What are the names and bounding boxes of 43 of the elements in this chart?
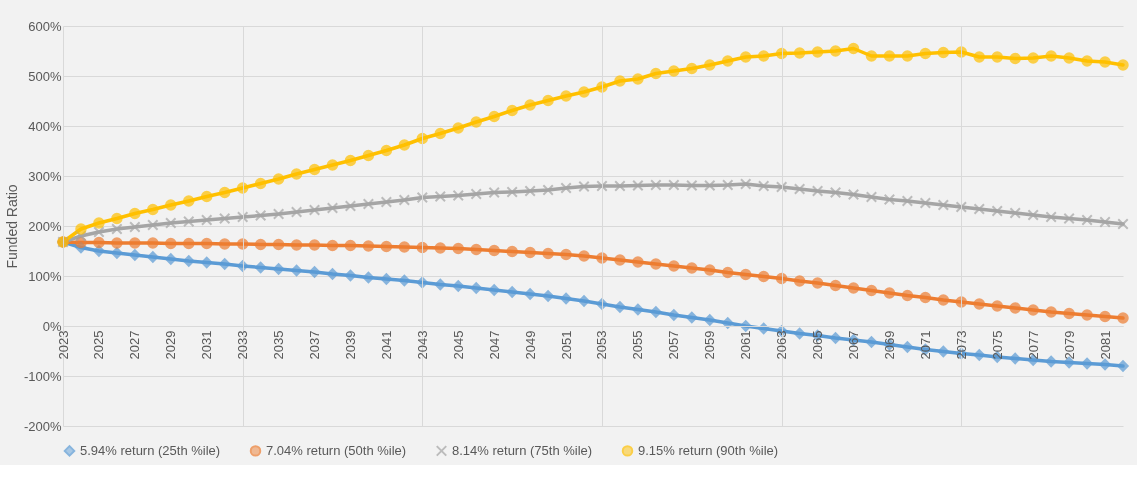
- y-tick-label: 400%: [28, 118, 62, 134]
- x-tick-label: 2045: [450, 330, 466, 360]
- legend-label: 7.04% return (50th %ile): [266, 442, 407, 458]
- x-tick-label: 2023: [55, 330, 71, 360]
- x-tick-label: 2057: [666, 330, 682, 360]
- x-tick-label: 2027: [127, 330, 143, 360]
- legend-label: 5.94% return (25th %ile): [80, 442, 221, 458]
- y-axis-title: Funded Ratio: [3, 184, 20, 269]
- x-tick-label: 2069: [881, 330, 897, 360]
- x-tick-label: 2049: [522, 330, 538, 360]
- x-tick-label: 2035: [271, 330, 287, 360]
- x-tick-label: 2075: [989, 330, 1005, 360]
- x-tick-label: 2037: [307, 330, 323, 360]
- x-tick-label: 2051: [558, 330, 574, 360]
- x-tick-label: 2043: [414, 330, 430, 360]
- legend-label: 8.14% return (75th %ile): [452, 442, 593, 458]
- legend-label: 9.15% return (90th %ile): [638, 442, 779, 458]
- x-tick-label: 2079: [1061, 330, 1077, 360]
- x-tick-label: 2047: [486, 330, 502, 360]
- x-tick-label: 2059: [702, 330, 718, 360]
- x-tick-label: 2041: [378, 330, 394, 360]
- y-tick-label: 300%: [28, 168, 62, 184]
- x-tick-label: 2039: [342, 330, 358, 360]
- x-tick-label: 2081: [1097, 330, 1113, 360]
- x-tick-label: 2053: [594, 330, 610, 360]
- x-tick-label: 2071: [917, 330, 933, 360]
- y-tick-label: 600%: [28, 18, 62, 34]
- x-tick-label: 2073: [953, 330, 969, 360]
- x-tick-label: 2077: [1025, 330, 1041, 360]
- y-tick-label: 500%: [28, 68, 62, 84]
- x-tick-label: 2025: [91, 330, 107, 360]
- x-tick-label: 2061: [738, 330, 754, 360]
- x-tick-label: 2065: [810, 330, 826, 360]
- x-tick-label: 2033: [235, 330, 251, 360]
- y-tick-label: 200%: [28, 218, 62, 234]
- y-tick-label: -200%: [23, 418, 62, 434]
- x-tick-label: 2029: [163, 330, 179, 360]
- x-tick-label: 2063: [774, 330, 790, 360]
- y-tick-label: 100%: [28, 268, 62, 284]
- x-tick-label: 2055: [630, 330, 646, 360]
- x-tick-label: 2067: [846, 330, 862, 360]
- x-tick-label: 2031: [199, 330, 215, 360]
- y-tick-label: -100%: [23, 368, 62, 384]
